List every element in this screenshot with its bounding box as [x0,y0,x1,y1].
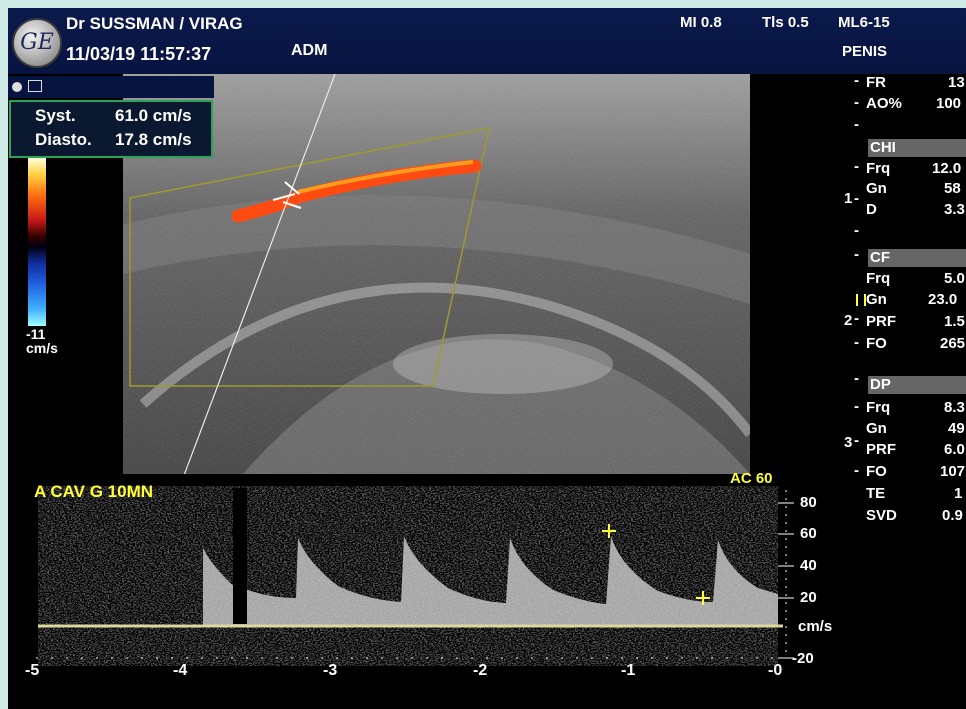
doppler-label: A CAV G 10MN [34,482,154,501]
chi-d-value: 3.3 [944,201,965,218]
diast-value: 17.8 cm/s [115,130,192,149]
dp-fo-label: FO [866,463,887,480]
color-scale-unit: cm/s [26,340,58,356]
dp-section-header: DP [868,376,966,394]
time-tick-minus2: -2 [473,662,488,679]
ao-label: AO% [866,95,902,112]
scale-tick-20: 20 [800,589,817,606]
ultrasound-screen: GE Dr SUSSMAN / VIRAG 11/03/19 11:57:37 … [8,8,966,709]
cf-section-header: CF [868,249,966,267]
operator-name: Dr SUSSMAN / VIRAG [66,14,243,33]
scale-tick-neg20: -20 [792,650,814,667]
measurement-box: Syst. 61.0 cm/s Diasto. 17.8 cm/s [9,100,213,158]
cf-frq-label: Frq [866,270,891,287]
dp-te-label: TE [866,485,886,502]
systolic-caliper [602,524,616,538]
chi-frq-label: Frq [866,160,891,177]
mi-index: MI 0.8 [680,14,722,31]
ge-logo: GE [12,18,62,68]
dp-prf-value: 6.0 [944,441,965,458]
chi-frq-value: 12.0 [932,160,962,177]
fr-label: FR [866,74,886,91]
time-tick-minus3: -3 [323,662,338,679]
dp-te-value: 1 [954,485,963,502]
measurement-header [8,76,214,98]
time-tick-minus5: -5 [25,662,40,679]
time-tick-minus4: -4 [173,662,188,679]
dp-gn-value: 49 [948,420,965,437]
chi-section-header: CHI [868,139,966,157]
cf-prf-value: 1.5 [944,313,965,330]
chi-title: CHI [870,139,896,156]
bmode-image [123,74,750,474]
angle-correction: AC 60 [730,470,773,487]
exam-datetime: 11/03/19 11:57:37 [66,44,212,64]
color-roi-box [129,127,490,387]
cf-fo-label: FO [866,335,887,352]
scale-unit: cm/s [798,618,833,635]
cf-gn-value: 23.0 [928,291,958,308]
dp-prf-label: PRF [866,441,896,458]
adm-label: ADM [291,42,328,59]
color-scale-bar [28,158,46,326]
cf-gn-label: Gn [866,291,887,308]
focus-marker-icon [856,294,866,306]
doppler-spectrum [36,486,794,666]
header-bar: GE Dr SUSSMAN / VIRAG 11/03/19 11:57:37 … [8,8,966,74]
dp-gn-label: Gn [866,420,887,437]
dp-svd-value: 0.9 [942,507,963,524]
diastolic-caliper [696,591,710,605]
probe-name: ML6-15 [838,14,890,31]
cf-fo-value: 265 [940,335,966,352]
syst-label: Syst. [35,106,76,125]
depth-marker-1: 1 [844,190,853,207]
dp-frq-value: 8.3 [944,399,965,416]
chi-d-label: D [866,201,877,218]
dp-title: DP [870,376,891,393]
scale-tick-60: 60 [800,525,817,542]
fr-value: 13 [948,74,965,91]
syst-value: 61.0 cm/s [115,106,192,125]
doppler-mode-icon [28,80,42,92]
sample-gate [272,193,296,201]
dp-svd-label: SVD [866,507,897,524]
color-scale-min: -11 [26,326,46,342]
tis-index: Tls 0.5 [762,14,809,31]
trace-gap [233,488,247,624]
dp-frq-label: Frq [866,399,891,416]
dp-fo-value: 107 [940,463,966,480]
ao-value: 100 [936,95,962,112]
chi-gn-value: 58 [944,180,961,197]
time-tick-0: -0 [768,662,783,679]
depth-marker-2: 2 [844,312,853,329]
cf-title: CF [870,249,890,266]
scale-tick-80: 80 [800,494,817,511]
scale-tick-40: 40 [800,557,817,574]
doppler-cursor-line [183,74,336,474]
cf-frq-value: 5.0 [944,270,965,287]
chi-gn-label: Gn [866,180,887,197]
spectral-waveform [203,536,778,626]
diast-label: Diasto. [35,130,92,149]
preset-name: PENIS [842,43,888,60]
cf-prf-label: PRF [866,313,896,330]
depth-marker-3: 3 [844,434,853,451]
record-icon [12,82,22,92]
color-flow-vessel [231,159,482,223]
time-tick-minus1: -1 [621,662,636,679]
